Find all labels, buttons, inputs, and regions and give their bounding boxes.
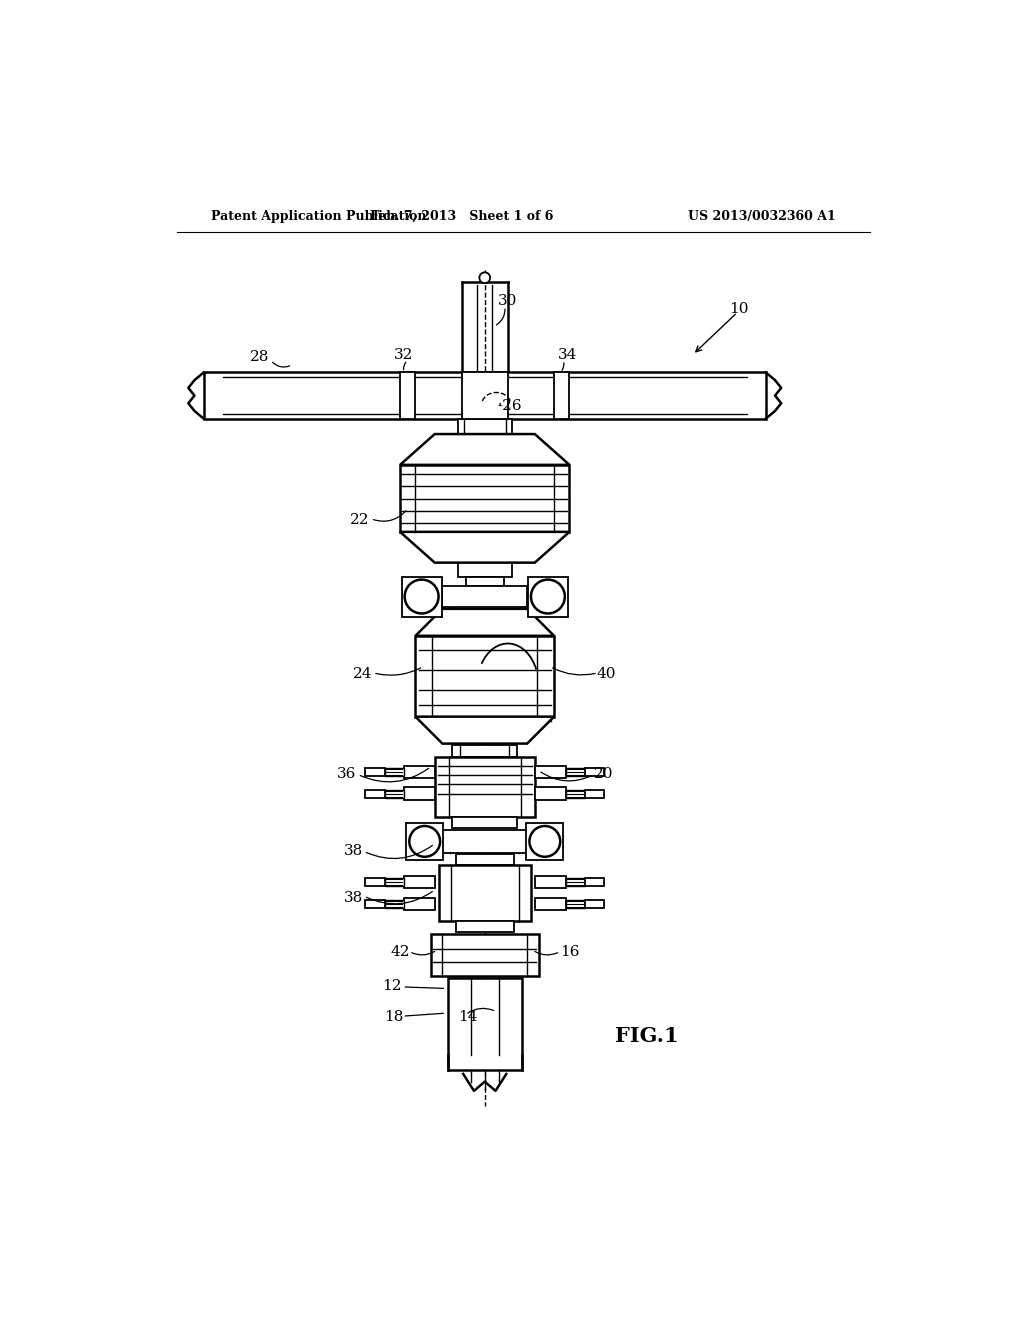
Circle shape [529,826,560,857]
Bar [401,577,441,616]
Text: 10: 10 [729,301,749,315]
Circle shape [479,272,490,284]
Bar [535,766,565,779]
Bar [435,756,535,817]
Text: Patent Application Publication: Patent Application Publication [211,210,427,223]
Text: 24: 24 [353,668,373,681]
Bar [366,900,385,908]
Text: 36: 36 [337,767,356,781]
Bar [403,788,435,800]
Bar [535,876,565,888]
Text: 30: 30 [498,294,517,308]
Text: 18: 18 [384,1010,403,1024]
Text: -26: -26 [497,400,521,413]
Text: US 2013/0032360 A1: US 2013/0032360 A1 [688,210,836,223]
Bar [565,878,585,886]
Bar [400,465,569,532]
Bar [366,878,385,886]
Bar [442,830,527,853]
Bar [403,898,435,909]
Bar [554,372,569,418]
Bar [462,372,508,418]
Bar [385,789,403,797]
Text: 38: 38 [344,845,364,858]
Bar [585,900,604,908]
Bar [403,766,435,779]
Text: 12: 12 [383,979,402,993]
Bar [438,866,531,921]
Bar [458,562,512,577]
Bar [458,418,512,434]
Bar [526,822,563,859]
Bar [535,788,565,800]
Bar [447,978,521,1071]
Text: 42: 42 [390,945,410,958]
Text: 38: 38 [344,891,364,904]
Bar [385,878,403,886]
Bar [466,577,504,586]
Bar [442,586,527,607]
Bar [385,768,403,776]
Bar [407,822,443,859]
Circle shape [531,579,565,614]
Text: 28: 28 [250,350,269,364]
Text: Feb. 7, 2013   Sheet 1 of 6: Feb. 7, 2013 Sheet 1 of 6 [370,210,553,223]
Circle shape [404,579,438,614]
Text: 34: 34 [558,347,578,362]
Bar [453,817,517,829]
Bar [565,900,585,908]
Text: 14: 14 [458,1010,477,1024]
Bar [565,768,585,776]
Bar [385,900,403,908]
Circle shape [410,826,440,857]
Polygon shape [416,717,554,743]
Bar [403,876,435,888]
Bar [416,636,554,717]
Text: FIG.1: FIG.1 [614,1026,678,1047]
Bar [456,854,514,866]
Bar [585,789,604,797]
Bar [366,768,385,776]
Text: 20: 20 [594,767,613,781]
Polygon shape [400,532,569,562]
Bar [400,372,416,418]
Bar [366,789,385,797]
Text: 22: 22 [350,513,370,527]
Bar [535,898,565,909]
Polygon shape [416,609,554,636]
Bar [204,372,766,418]
Text: 16: 16 [560,945,580,958]
Bar [585,768,604,776]
Bar [456,921,514,932]
Bar [453,744,517,756]
Bar [431,933,539,977]
Text: 40: 40 [597,668,616,681]
Text: 32: 32 [394,347,414,362]
Bar [565,789,585,797]
Bar [585,878,604,886]
Polygon shape [400,434,569,465]
Bar [528,577,568,616]
